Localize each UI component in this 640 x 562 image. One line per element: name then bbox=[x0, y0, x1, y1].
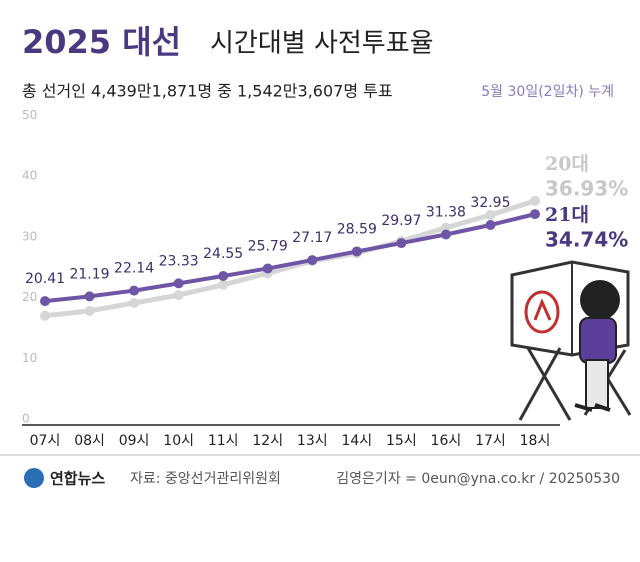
y-tick-label: 40 bbox=[22, 169, 37, 183]
legend-label: 21대 bbox=[545, 204, 589, 226]
subtitle: 총 선거인 4,439만1,871명 중 1,542만3,607명 투표 bbox=[22, 82, 393, 101]
x-tick-label: 14시 bbox=[341, 433, 372, 449]
value-label: 31.38 bbox=[426, 205, 466, 221]
value-label: 27.17 bbox=[292, 230, 332, 246]
legend-label: 20대 bbox=[545, 153, 589, 175]
point bbox=[129, 285, 140, 296]
value-label: 23.33 bbox=[159, 253, 199, 269]
y-tick-label: 30 bbox=[22, 229, 37, 243]
x-tick-label: 17시 bbox=[475, 433, 506, 449]
value-label: 28.59 bbox=[337, 221, 377, 237]
chart-title: 시간대별 사전투표율 bbox=[210, 29, 434, 59]
y-tick-label: 10 bbox=[22, 351, 37, 365]
point bbox=[84, 305, 95, 316]
end-value-label: 34.74% bbox=[545, 228, 628, 252]
x-tick-label: 13시 bbox=[297, 433, 328, 449]
x-tick-label: 07시 bbox=[30, 433, 61, 449]
note: 5월 30일(2일차) 누계 bbox=[481, 84, 614, 100]
title-main: 2025 대선 bbox=[22, 23, 181, 61]
value-label: 20.41 bbox=[25, 271, 65, 287]
point bbox=[218, 279, 229, 290]
x-tick-label: 18시 bbox=[520, 433, 551, 449]
point bbox=[262, 263, 273, 274]
point bbox=[173, 290, 184, 301]
x-tick-label: 10시 bbox=[163, 433, 194, 449]
point bbox=[307, 255, 318, 266]
point bbox=[351, 246, 362, 257]
booth-illustration bbox=[510, 260, 632, 421]
value-label: 24.55 bbox=[203, 246, 243, 262]
x-tick-label: 16시 bbox=[431, 433, 462, 449]
point bbox=[40, 296, 50, 307]
point bbox=[173, 278, 184, 289]
source: 자료: 중앙선거관리위원회 bbox=[130, 471, 281, 487]
point bbox=[129, 297, 140, 308]
x-tick-label: 09시 bbox=[119, 433, 150, 449]
x-tick-label: 12시 bbox=[252, 433, 283, 449]
point bbox=[84, 291, 95, 302]
end-value-label: 36.93% bbox=[545, 177, 628, 201]
point bbox=[485, 219, 496, 230]
y-tick-label: 20 bbox=[22, 290, 37, 304]
x-tick-label: 08시 bbox=[74, 433, 105, 449]
agency-logo bbox=[24, 468, 44, 488]
point bbox=[530, 195, 540, 206]
series-line bbox=[44, 198, 536, 319]
point bbox=[218, 270, 229, 281]
value-label: 29.97 bbox=[381, 213, 421, 229]
point bbox=[440, 229, 451, 240]
x-tick-label: 11시 bbox=[208, 433, 239, 449]
value-label: 32.95 bbox=[470, 195, 510, 211]
value-label: 22.14 bbox=[114, 261, 154, 277]
point bbox=[40, 310, 50, 321]
point bbox=[396, 238, 407, 249]
x-tick-label: 15시 bbox=[386, 433, 417, 449]
agency: 연합뉴스 bbox=[50, 470, 105, 488]
credit: 김영은기자 = 0eun@yna.co.kr / 20250530 bbox=[336, 471, 620, 487]
y-tick-label: 50 bbox=[22, 108, 37, 122]
value-label: 25.79 bbox=[248, 238, 288, 254]
point bbox=[485, 209, 496, 220]
point bbox=[530, 209, 540, 220]
y-tick-label: 0 bbox=[22, 412, 30, 426]
value-label: 21.19 bbox=[69, 266, 109, 282]
series-line bbox=[44, 212, 536, 304]
